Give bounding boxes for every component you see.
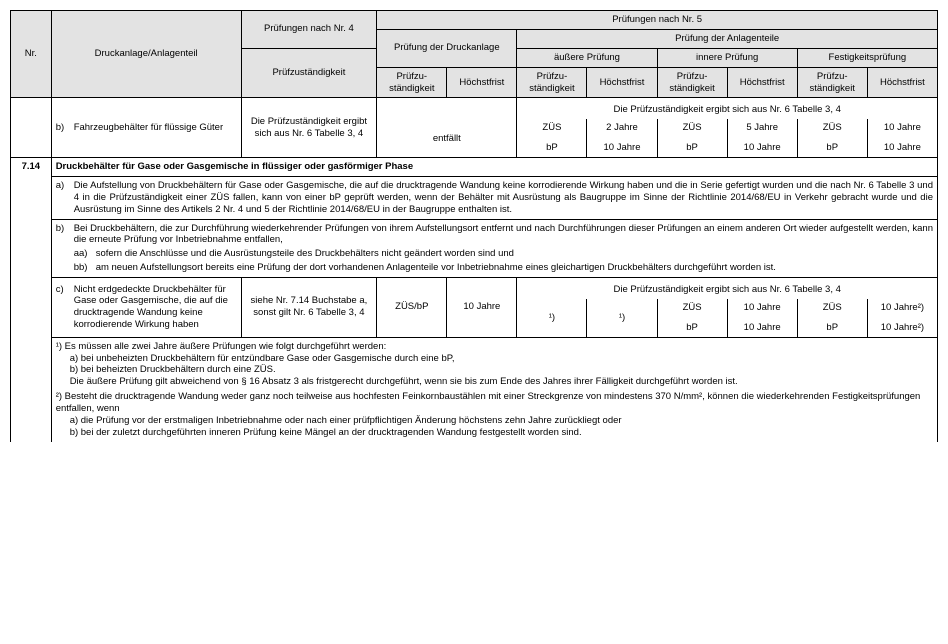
sec714-b-label: b) (56, 223, 74, 235)
hdr-anlagenteil: Druckanlage/Anlagenteil (51, 11, 241, 98)
hdr-festigkeit: Festigkeitsprüfung (797, 48, 937, 67)
hdr-in-pzust: Prüfzu-ständigkeit (657, 67, 727, 98)
hdr-dr-hfrist: Höchstfrist (447, 67, 517, 98)
sec714-c-in-hf: 10 Jahre10 Jahre (727, 299, 797, 337)
row-b-text: Fahrzeugbehälter für flüssige Güter (74, 122, 237, 134)
hdr-au-hfrist: Höchstfrist (587, 67, 657, 98)
row-b-desc: b) Fahrzeugbehälter für flüssige Güter (51, 98, 241, 158)
row-b-in-pz: ZÜSbP (657, 119, 727, 157)
sec714-c-dr-hf: 10 Jahre (447, 278, 517, 338)
sec714-c-desc: c) Nicht erdgedeckte Druck­behälter für … (51, 278, 241, 338)
sec714-a-text: Die Aufstellung von Druckbehältern für G… (74, 180, 933, 216)
sec714-b: b) Bei Druckbehältern, die zur Durchführ… (51, 219, 937, 278)
row-b-fe-hf: 10 Jahre10 Jahre (867, 119, 937, 157)
row-b-label: b) (56, 122, 74, 134)
sec714-c-dr-pz: ZÜS/bP (377, 278, 447, 338)
sec714-b-aa-text: sofern die Anschlüsse und die Ausrüstung… (96, 248, 933, 260)
sec714-c-au-pz: ¹) (517, 299, 587, 337)
fn1-tail: Die äußere Prüfung gilt abweichend von §… (56, 376, 933, 388)
sec714-b-aa-label: aa) (74, 248, 96, 260)
hdr-aussere: äußere Prüfung (517, 48, 657, 67)
sec714-b-nr (11, 219, 52, 278)
row-b-au-pz: ZÜSbP (517, 119, 587, 157)
sec714-c-nr4: siehe Nr. 7.14 Buchstabe a, sonst gilt N… (241, 278, 377, 338)
sec714-c-nr (11, 278, 52, 338)
fn2-head: ²) Besteht die drucktragende Wandung wed… (56, 391, 933, 415)
sec714-c-banner: Die Prüfzuständigkeit ergibt sich aus Nr… (517, 278, 938, 299)
row-b-au-hf: 2 Jahre10 Jahre (587, 119, 657, 157)
row-b-in-hf: 5 Jahre10 Jahre (727, 119, 797, 157)
sec714-c-label: c) (56, 284, 74, 296)
sec714-b-bb-label: bb) (74, 262, 96, 274)
footnotes-nr (11, 337, 52, 442)
sec714-c-fe-hf: 10 Jahre²)10 Jahre²) (867, 299, 937, 337)
fn1-b: b) bei beheizten Druckbehältern durch ei… (56, 364, 933, 376)
sec714-a: a) Die Aufstellung von Druckbehältern fü… (51, 176, 937, 219)
sec714-b-text: Bei Druckbehältern, die zur Durchführung… (74, 223, 933, 246)
hdr-fe-hfrist: Höchstfrist (867, 67, 937, 98)
footnotes: ¹) Es müssen alle zwei Jahre äußere Prüf… (51, 337, 937, 442)
sec714-b-bb-text: am neuen Aufstellungsort bereits eine Pr… (96, 262, 933, 274)
fn2-b: b) bei der zuletzt durchgeführten innere… (56, 427, 933, 439)
fn1-a: a) bei unbeheizten Druckbehältern für en… (56, 353, 933, 365)
row-b-entfaellt: entfällt (377, 98, 517, 158)
hdr-nr4-pzust: Prüfzuständigkeit (241, 48, 377, 98)
row-b-banner: Die Prüfzuständigkeit ergibt sich aus Nr… (517, 98, 938, 119)
hdr-pr-anlagenteile: Prüfung der Anlagenteile (517, 29, 938, 48)
row-b-nr4: Die Prüfzuständigkeit ergibt sich aus Nr… (241, 98, 377, 158)
sec714-nr: 7.14 (11, 158, 52, 177)
row-b-nr (11, 98, 52, 158)
hdr-nr: Nr. (11, 11, 52, 98)
sec714-c-au-hf: ¹) (587, 299, 657, 337)
row-b-fe-pz: ZÜSbP (797, 119, 867, 157)
hdr-fe-pzust: Prüfzu-ständigkeit (797, 67, 867, 98)
sec714-a-label: a) (56, 180, 74, 192)
hdr-nr4: Prüfungen nach Nr. 4 (241, 11, 377, 49)
sec714-a-nr (11, 176, 52, 219)
sec714-title: Druckbehälter für Gase oder Gasgemische … (51, 158, 937, 177)
hdr-pr-druckanlage: Prüfung der Druckanlage (377, 29, 517, 67)
hdr-au-pzust: Prüfzu-ständigkeit (517, 67, 587, 98)
sec714-c-in-pz: ZÜSbP (657, 299, 727, 337)
hdr-in-hfrist: Höchstfrist (727, 67, 797, 98)
fn1-head: ¹) Es müssen alle zwei Jahre äußere Prüf… (56, 341, 933, 353)
sec714-c-fe-pz: ZÜSbP (797, 299, 867, 337)
pruefung-table: Nr. Druckanlage/Anlagenteil Prüfungen na… (10, 10, 938, 442)
hdr-innere: innere Prüfung (657, 48, 797, 67)
sec714-c-text: Nicht erdgedeckte Druck­behälter für Gas… (74, 284, 237, 332)
fn2-a: a) die Prüfung vor der erstmaligen Inbet… (56, 415, 933, 427)
hdr-nr5: Prüfungen nach Nr. 5 (377, 11, 938, 30)
hdr-dr-pzust: Prüfzu-ständigkeit (377, 67, 447, 98)
